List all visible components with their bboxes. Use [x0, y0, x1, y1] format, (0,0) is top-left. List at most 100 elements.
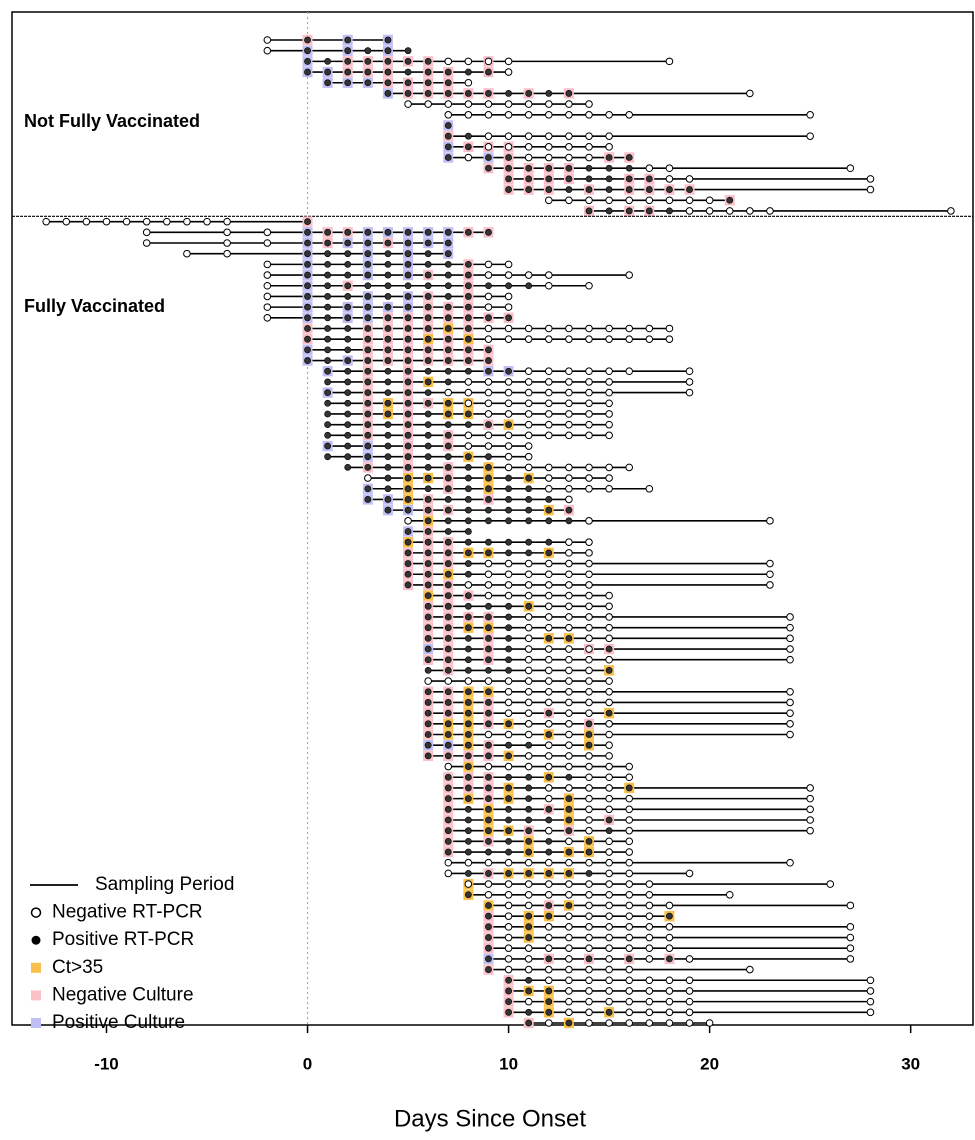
positive-pcr — [444, 602, 452, 610]
positive-pcr — [464, 90, 472, 97]
positive-pcr — [444, 570, 452, 578]
negative-pcr — [504, 570, 513, 579]
negative-pcr — [565, 784, 573, 792]
positive-pcr — [625, 175, 633, 183]
positive-pcr — [304, 303, 311, 311]
negative-pcr — [786, 687, 794, 696]
negative-pcr — [705, 196, 714, 205]
negative-pcr — [605, 410, 613, 418]
positive-pcr — [565, 1019, 573, 1027]
positive-pcr — [384, 463, 392, 471]
positive-pcr — [565, 805, 573, 813]
negative-pcr — [565, 965, 573, 974]
positive-pcr — [545, 549, 553, 557]
negative-pcr — [464, 78, 473, 87]
positive-pcr — [565, 634, 573, 642]
negative-pcr — [605, 324, 613, 333]
positive-pcr — [344, 47, 352, 55]
positive-pcr — [464, 741, 472, 749]
negative-pcr — [806, 805, 814, 814]
positive-pcr — [404, 90, 412, 97]
negative-pcr — [544, 858, 553, 867]
positive-pcr — [304, 282, 311, 290]
positive-pcr — [444, 68, 452, 76]
negative-pcr — [504, 965, 513, 974]
negative-pcr — [605, 431, 613, 440]
negative-pcr — [504, 709, 513, 717]
negative-pcr — [585, 1019, 593, 1027]
negative-pcr — [484, 858, 493, 867]
negative-pcr — [565, 591, 573, 600]
positive-pcr — [424, 293, 432, 300]
positive-pcr — [464, 613, 472, 621]
positive-pcr — [605, 186, 613, 193]
positive-pcr — [424, 592, 432, 600]
negative-pcr — [786, 720, 794, 728]
negative-pcr — [565, 367, 573, 376]
positive-pcr — [404, 239, 412, 247]
negative-pcr — [605, 912, 613, 920]
positive-pcr — [525, 549, 533, 557]
negative-pcr — [685, 976, 694, 985]
negative-pcr — [625, 933, 634, 942]
positive-pcr — [424, 752, 432, 760]
negative-pcr — [665, 933, 674, 942]
negative-pcr — [826, 880, 835, 888]
positive-pcr — [404, 57, 412, 65]
positive-pcr — [525, 976, 533, 984]
negative-pcr — [947, 207, 955, 215]
negative-pcr — [524, 623, 533, 632]
positive-pcr — [585, 741, 593, 749]
negative-pcr — [504, 442, 513, 450]
positive-pcr — [424, 228, 432, 236]
negative-pcr — [665, 1019, 674, 1027]
positive-pcr — [485, 474, 492, 482]
negative-pcr — [524, 559, 533, 568]
negative-pcr — [544, 399, 553, 408]
negative-pcr — [122, 217, 131, 226]
positive-pcr — [384, 367, 392, 375]
positive-pcr — [404, 303, 412, 311]
negative-pcr — [504, 730, 513, 739]
negative-pcr — [544, 645, 553, 653]
negative-pcr — [504, 559, 513, 568]
negative-pcr — [585, 677, 593, 685]
negative-pcr — [544, 1019, 553, 1027]
positive-pcr — [545, 709, 553, 717]
negative-pcr — [464, 399, 473, 408]
positive-pcr — [485, 645, 492, 653]
positive-pcr — [525, 474, 533, 482]
negative-pcr — [585, 698, 593, 707]
negative-pcr — [504, 335, 513, 343]
positive-pcr — [505, 164, 512, 172]
negative-pcr — [565, 324, 573, 333]
positive-pcr — [344, 314, 352, 322]
negative-pcr — [585, 784, 593, 792]
positive-pcr — [565, 902, 573, 909]
negative-pcr — [524, 687, 533, 696]
negative-pcr — [605, 784, 613, 792]
negative-pcr — [524, 271, 533, 279]
positive-pcr — [344, 68, 352, 76]
negative-pcr — [585, 826, 593, 835]
positive-pcr — [364, 346, 372, 354]
positive-pcr — [424, 378, 432, 386]
positive-pcr — [444, 624, 452, 632]
positive-pcr — [545, 634, 553, 642]
negative-pcr — [585, 773, 593, 782]
positive-pcr — [485, 709, 492, 717]
negative-pcr — [786, 634, 794, 643]
negative-pcr — [223, 249, 231, 258]
positive-pcr — [525, 496, 533, 503]
positive-pcr — [404, 228, 412, 236]
positive-pcr — [344, 346, 352, 354]
positive-pcr — [444, 421, 452, 429]
positive-pcr — [464, 634, 472, 642]
negative-pcr — [565, 858, 573, 867]
negative-pcr — [585, 987, 593, 995]
positive-pcr — [424, 410, 432, 418]
negative-pcr — [665, 175, 674, 183]
negative-pcr — [585, 517, 593, 525]
negative-pcr — [585, 687, 593, 696]
positive-pcr — [605, 1008, 613, 1016]
